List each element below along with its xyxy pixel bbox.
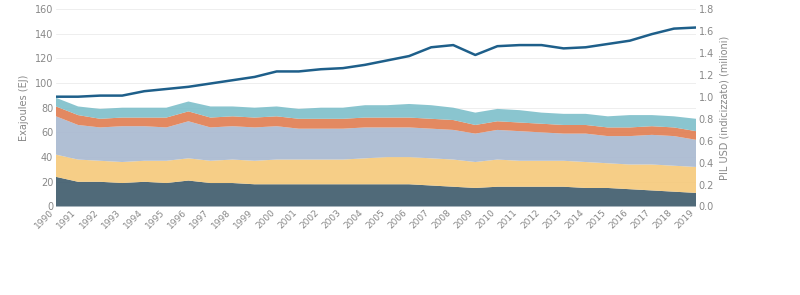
- Y-axis label: PIL USD (indicizzato) (milioni): PIL USD (indicizzato) (milioni): [720, 36, 730, 180]
- Y-axis label: Exajoules (EJ): Exajoules (EJ): [19, 75, 29, 141]
- Legend: Carbone, Gas Naturale, Petrolio, Energia Nucleare, Energie Rinnovabili, PIL Real: Carbone, Gas Naturale, Petrolio, Energia…: [139, 294, 613, 295]
